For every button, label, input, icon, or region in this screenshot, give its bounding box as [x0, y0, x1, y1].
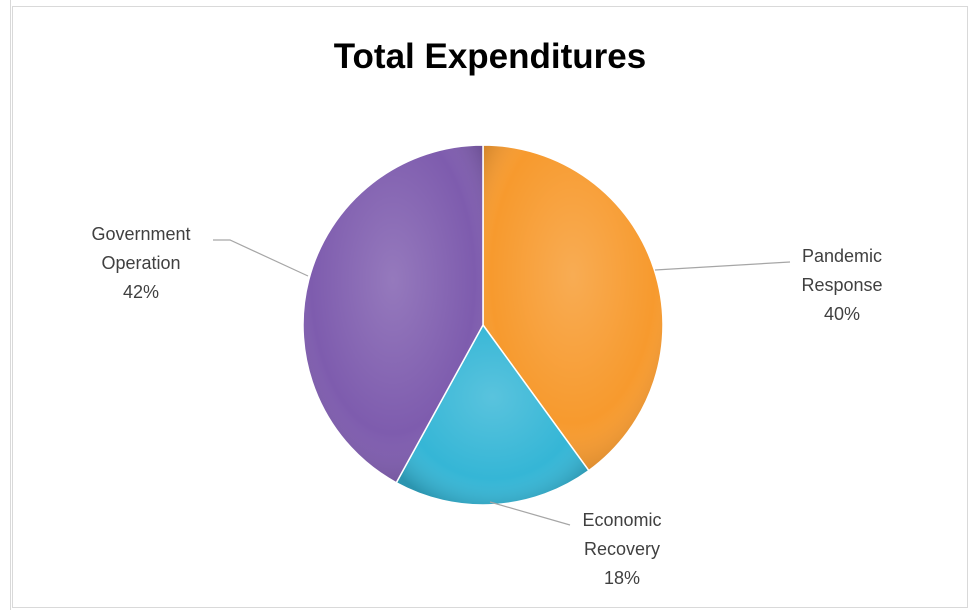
data-label-percent: 40%: [824, 304, 860, 324]
pie-slice-shade-1: [395, 323, 590, 506]
data-label-line: Recovery: [584, 539, 660, 559]
leader-line-1: [489, 501, 571, 526]
chart-title: Total Expenditures: [333, 37, 647, 76]
data-label-0: Pandemic Response 40%: [801, 246, 882, 324]
data-label-line: Response: [801, 275, 882, 295]
pie-slice-shade-0: [482, 144, 664, 472]
data-label-percent: 18%: [604, 568, 640, 588]
left-frame-border: [0, 0, 11, 610]
data-label-line: Government: [91, 224, 190, 244]
data-label-percent: 42%: [123, 282, 159, 302]
data-label-line: Operation: [101, 253, 180, 273]
data-label-1: Economic Recovery 18%: [582, 510, 661, 588]
pie-slice-shade-2: [302, 144, 484, 484]
leader-line-2: [213, 239, 309, 277]
data-label-2: Government Operation 42%: [91, 224, 190, 302]
data-label-line: Economic: [582, 510, 661, 530]
leader-line-0: [654, 261, 791, 271]
data-label-line: Pandemic: [802, 246, 882, 266]
